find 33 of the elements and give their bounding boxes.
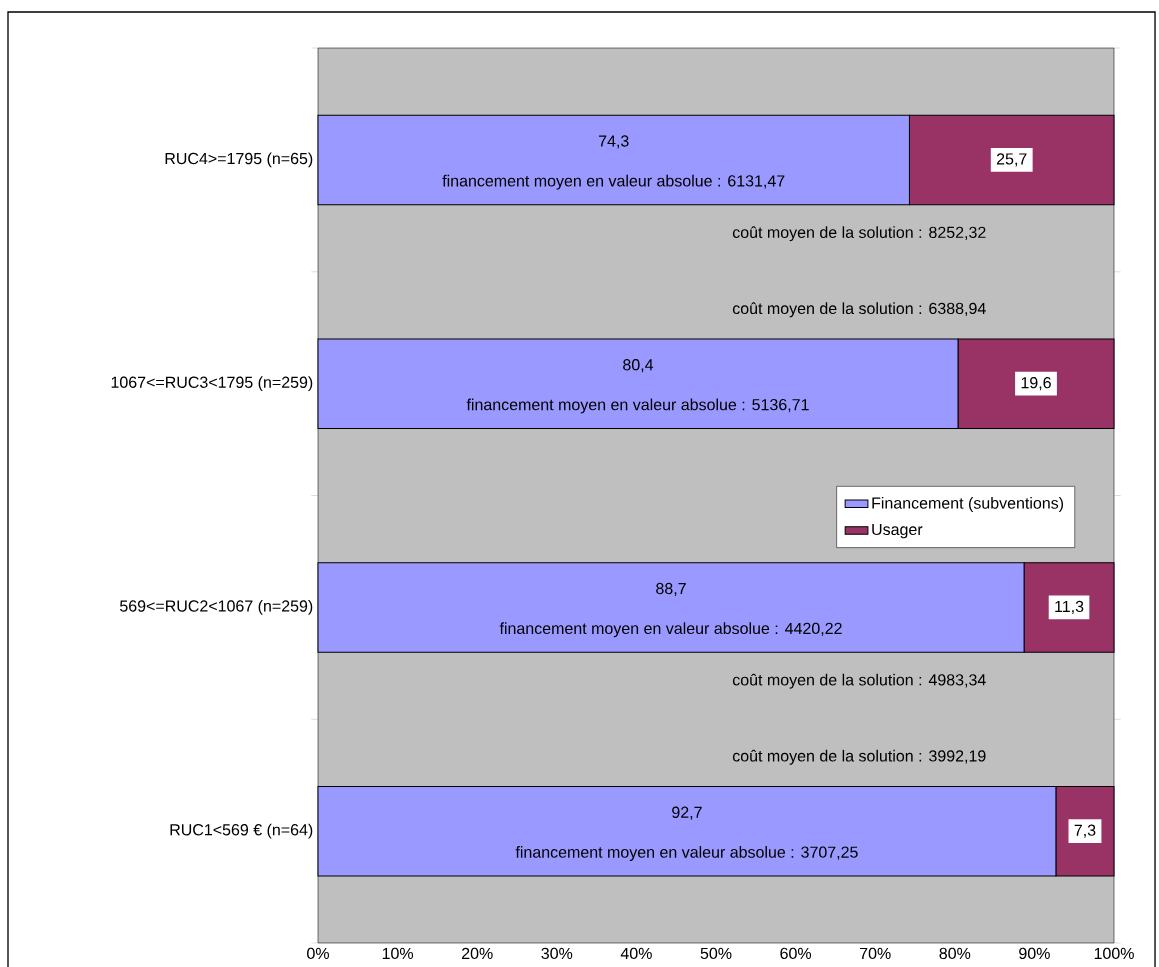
x-tick-label: 100% <box>1094 947 1134 960</box>
y-tick-label: RUC4>=1795 (n=65) <box>165 152 313 168</box>
x-tick-label: 20% <box>461 947 493 960</box>
data-label: 19,6 <box>1021 377 1051 391</box>
data-label: 92,7 <box>672 806 702 820</box>
annotation: financement moyen en valeur absolue : 6131,47 <box>442 174 785 190</box>
x-tick-label: 90% <box>1019 947 1050 960</box>
annotation: financement moyen en valeur absolue : 5136,71 <box>466 398 809 414</box>
y-tick-label: RUC1<569 € (n=64) <box>170 823 313 839</box>
annotation: coût moyen de la solution : 6388,94 <box>732 302 986 318</box>
x-tick-label: 60% <box>780 947 812 960</box>
y-tick-label: 1067<=RUC3<1795 (n=259) <box>111 376 313 392</box>
legend-label: Usager <box>872 523 923 539</box>
data-label: 80,4 <box>623 359 654 373</box>
legend-label: Financement (subventions) <box>872 497 1064 512</box>
annotation: coût moyen de la solution : 3992,19 <box>732 749 986 765</box>
annotation: financement moyen en valeur absolue : 4420,22 <box>499 622 842 638</box>
annotation: coût moyen de la solution : 4983,34 <box>732 673 986 689</box>
x-tick-label: 50% <box>700 947 732 960</box>
x-tick-label: 70% <box>860 947 891 960</box>
data-label: 11,3 <box>1055 600 1084 614</box>
x-tick-label: 80% <box>939 947 971 960</box>
x-tick-label: 40% <box>620 947 652 960</box>
x-tick-label: 30% <box>541 947 573 960</box>
data-label: 25,7 <box>996 153 1027 167</box>
annotation: coût moyen de la solution : 8252,32 <box>732 226 986 242</box>
data-label: 88,7 <box>656 582 686 597</box>
data-label: 7,3 <box>1074 824 1096 838</box>
data-label: 74,3 <box>598 135 629 149</box>
x-tick-label: 10% <box>382 947 414 960</box>
y-tick-label: 569<=RUC2<1067 (n=259) <box>120 599 313 615</box>
x-tick-label: 0% <box>307 947 329 960</box>
annotation: financement moyen en valeur absolue : 3707,25 <box>515 846 858 861</box>
